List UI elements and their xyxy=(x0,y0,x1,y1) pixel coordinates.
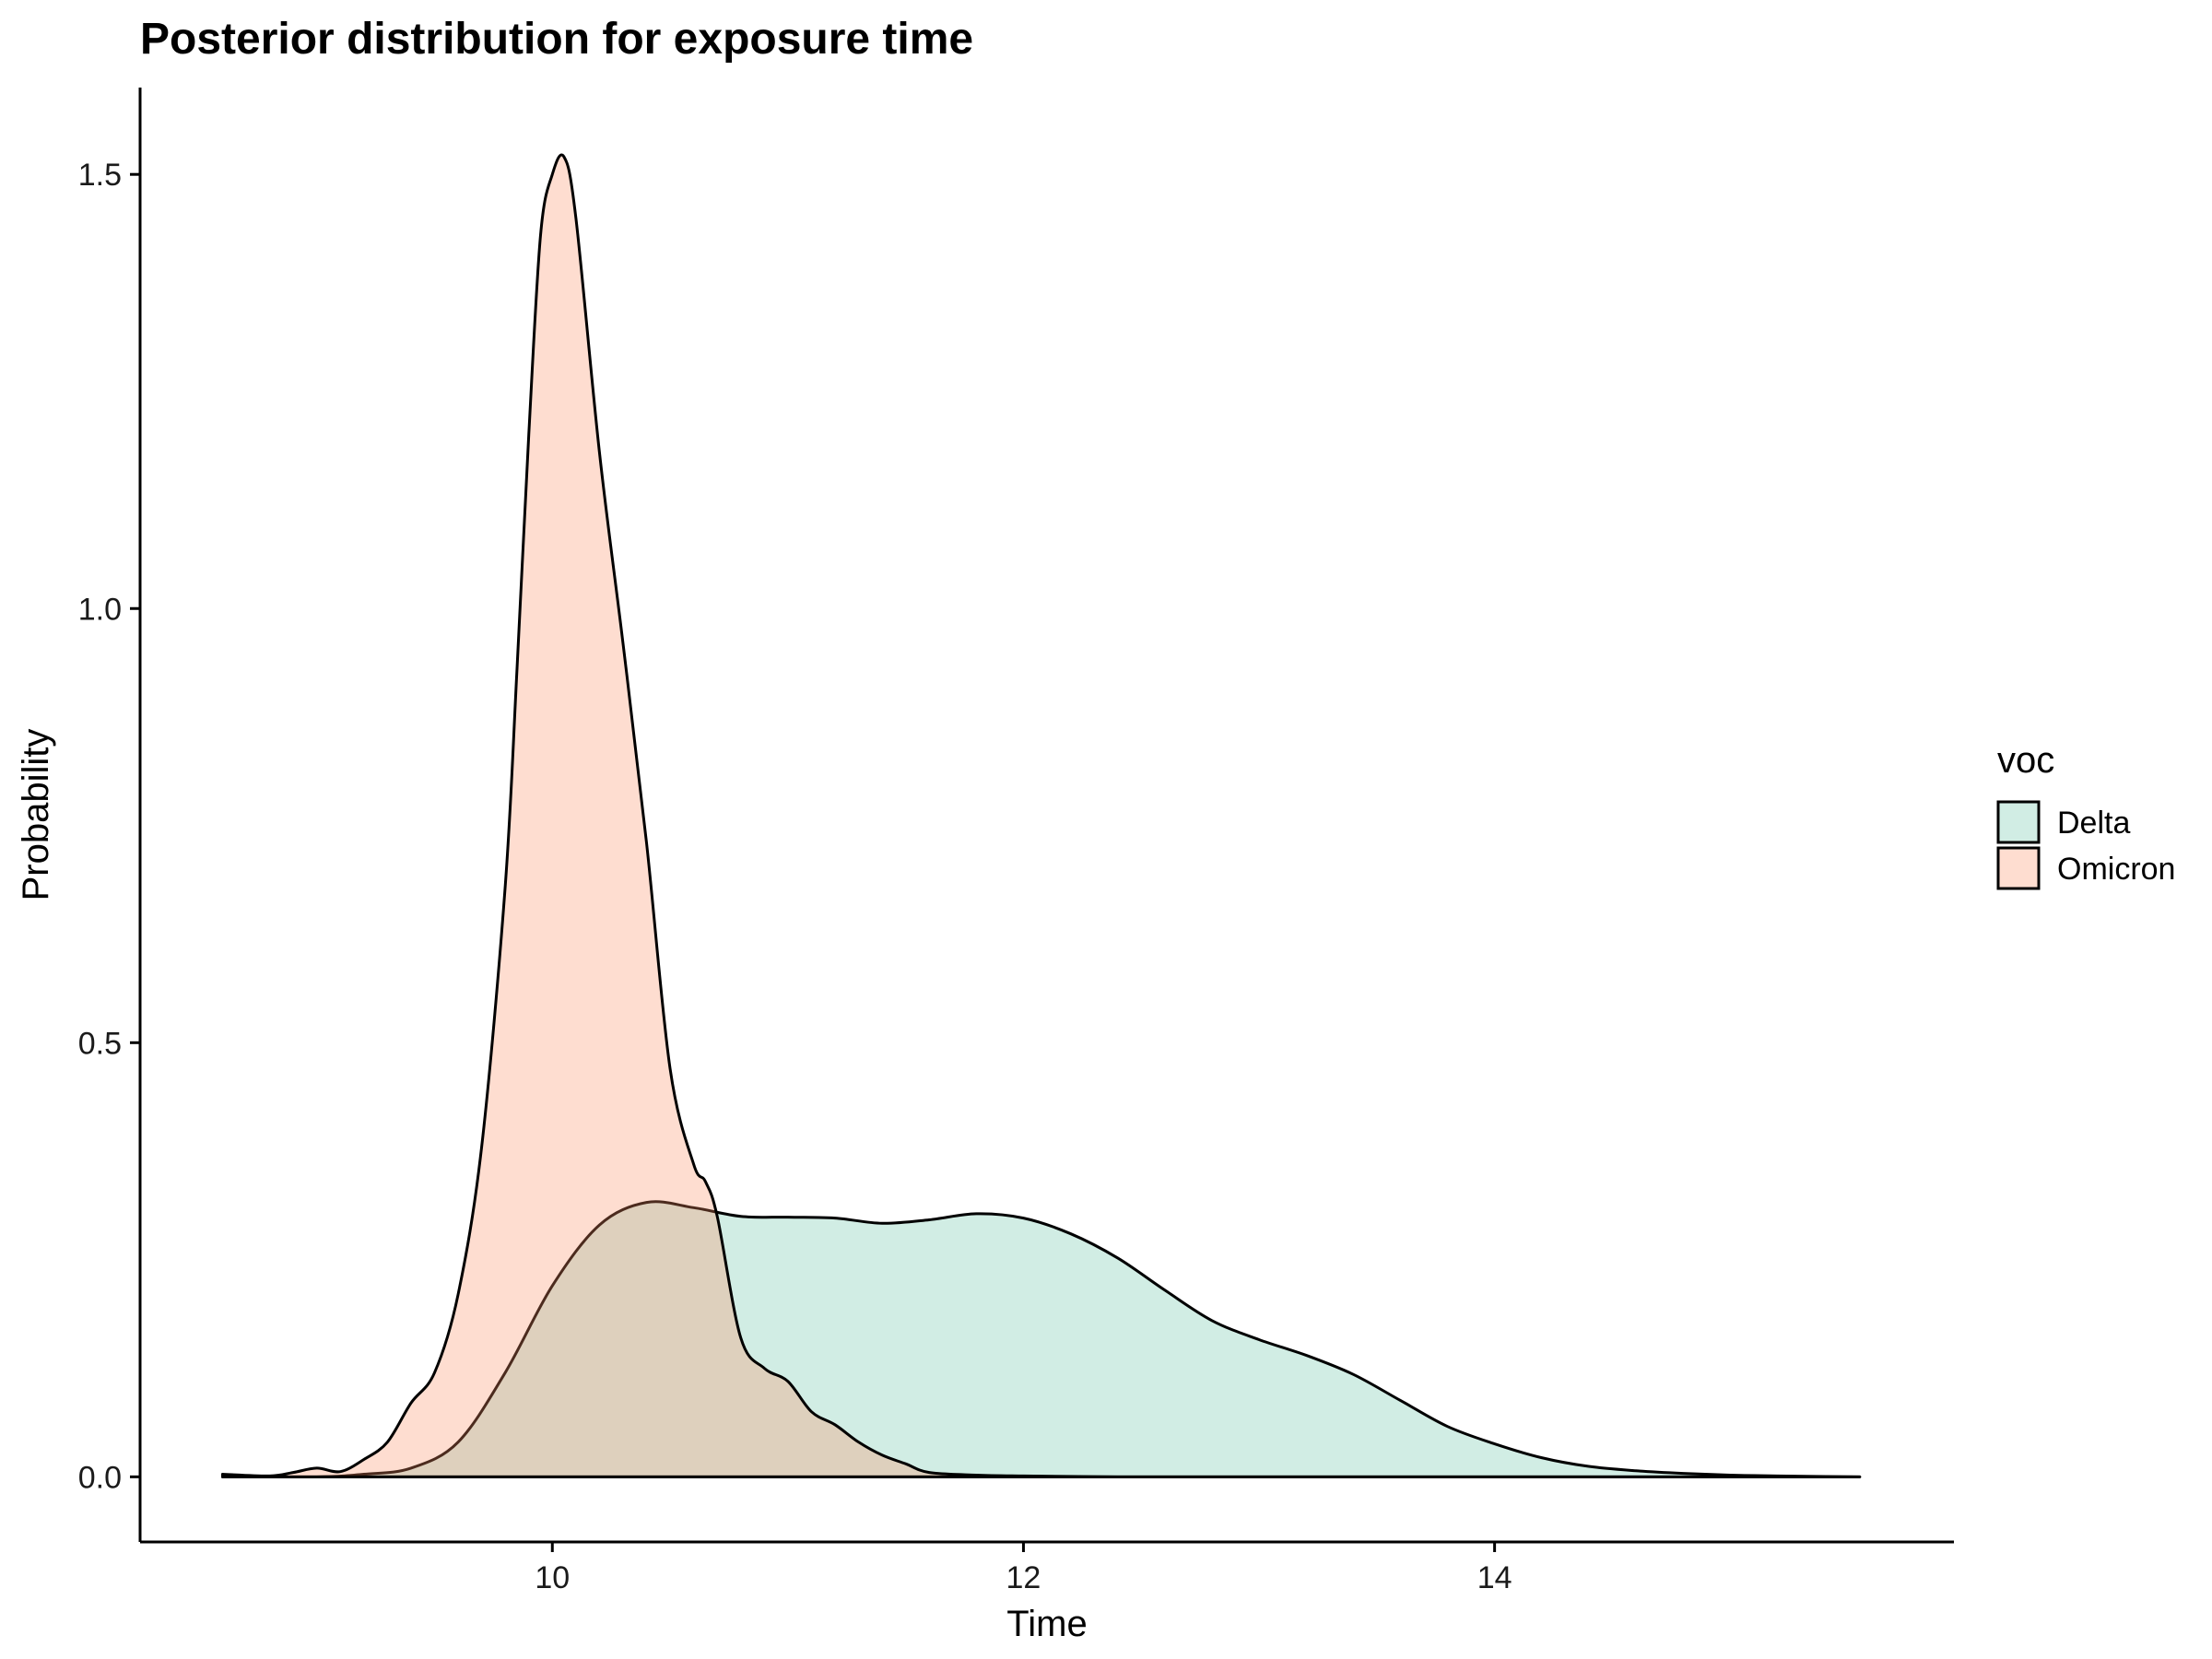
density-area-delta xyxy=(220,1200,1862,1479)
legend-items: Delta Omicron xyxy=(1996,800,2175,890)
density-area-omicron xyxy=(220,153,1862,1478)
legend-label-delta: Delta xyxy=(2057,806,2130,841)
legend-title: voc xyxy=(1997,740,2054,781)
legend-label-omicron: Omicron xyxy=(2057,852,2175,887)
x-tick-label: 10 xyxy=(535,1560,570,1595)
y-tick-label: 0.0 xyxy=(78,1460,122,1495)
chart-title: Posterior distribution for exposure time xyxy=(140,15,973,64)
legend-key-delta xyxy=(1996,800,2041,844)
x-tick-label: 12 xyxy=(1006,1560,1041,1595)
y-tick-label: 1.0 xyxy=(78,592,122,627)
x-axis-ticks: 10 12 14 xyxy=(535,1542,1512,1595)
x-axis-label: Time xyxy=(1006,1604,1087,1644)
y-axis-label: Probability xyxy=(16,729,56,901)
density-areas xyxy=(220,153,1862,1479)
y-tick-label: 1.5 xyxy=(78,158,122,193)
y-axis-ticks: 0.0 0.5 1.0 1.5 xyxy=(78,158,140,1495)
x-tick-label: 14 xyxy=(1477,1560,1512,1595)
legend: voc Delta Omicron xyxy=(1996,740,2175,890)
y-tick-label: 0.5 xyxy=(78,1026,122,1061)
legend-key-omicron xyxy=(1996,846,2041,890)
